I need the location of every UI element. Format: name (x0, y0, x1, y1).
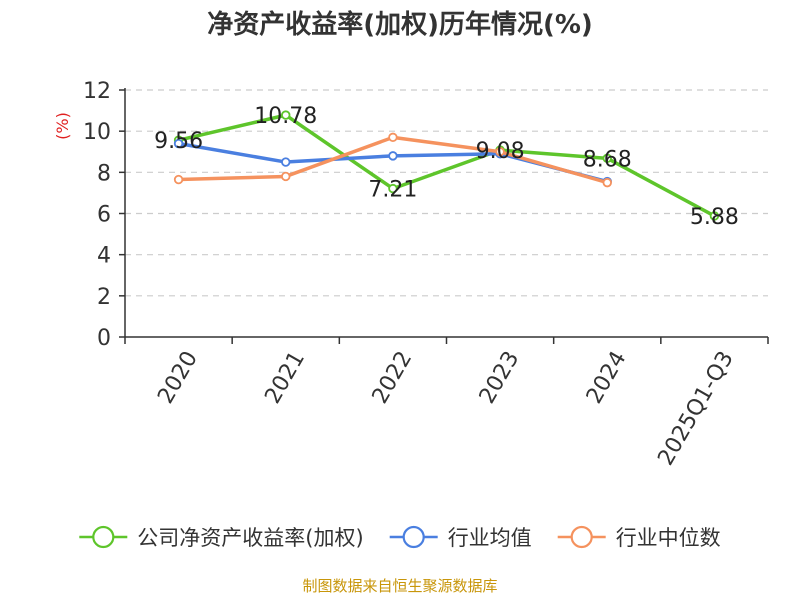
legend-label: 行业中位数 (616, 526, 721, 550)
data-point (388, 183, 398, 194)
legend-swatch-marker (402, 525, 425, 549)
data-label: 9.56 (154, 129, 203, 154)
data-label: 8.68 (583, 147, 632, 172)
x-tick-label: 2020 (153, 347, 203, 408)
data-label: 10.78 (254, 104, 317, 129)
source-note: 制图数据来自恒生聚源数据库 (302, 577, 497, 595)
data-point (495, 147, 505, 157)
legend-label: 公司净资产收益率(加权) (137, 526, 363, 550)
data-label: 7.21 (368, 178, 417, 203)
legend-item-0: 公司净资产收益率(加权) (79, 525, 364, 550)
data-label: 5.88 (690, 205, 739, 230)
data-point (173, 138, 184, 149)
legend: 公司净资产收益率(加权) 行业均值 行业中位数 (79, 525, 721, 550)
y-tick-label: 0 (97, 326, 111, 351)
data-point (281, 157, 291, 167)
x-tick-label: 2022 (368, 347, 418, 408)
legend-label: 行业均值 (448, 526, 532, 550)
data-point (281, 171, 291, 182)
x-tick-label: 2023 (475, 347, 525, 408)
legend-swatch-marker (570, 525, 593, 549)
y-tick-label: 4 (97, 244, 111, 269)
grid-lines (125, 89, 768, 297)
y-tick-label: 8 (97, 161, 111, 186)
series-line (178, 113, 716, 218)
data-point (602, 153, 612, 164)
y-axis-label: (%) (53, 112, 72, 140)
legend-item-1: 行业均值 (389, 525, 532, 550)
data-labels: 9.56 10.78 7.21 9.08 8.68 5.88 (154, 104, 739, 230)
data-point (709, 211, 720, 221)
legend-swatch-marker (92, 525, 115, 549)
data-point (388, 132, 398, 143)
legend-item-2: 行业中位数 (557, 525, 721, 550)
data-point (388, 151, 398, 161)
y-tick-label: 6 (97, 203, 111, 228)
chart-title: 净资产收益率(加权)历年情况(%) (207, 9, 593, 40)
data-point (281, 110, 291, 120)
y-tick-label: 10 (83, 120, 111, 145)
y-tick-label: 2 (97, 285, 111, 310)
y-tick-label: 12 (83, 79, 111, 104)
data-point (173, 174, 184, 185)
x-tick-label: 2025Q1-Q3 (653, 347, 738, 470)
x-tick-label: 2021 (260, 347, 310, 408)
series-2 (173, 132, 612, 188)
data-point (602, 177, 612, 188)
series-lines (173, 110, 720, 221)
data-label: 9.08 (476, 139, 525, 164)
x-tick-label: 2024 (582, 347, 632, 408)
